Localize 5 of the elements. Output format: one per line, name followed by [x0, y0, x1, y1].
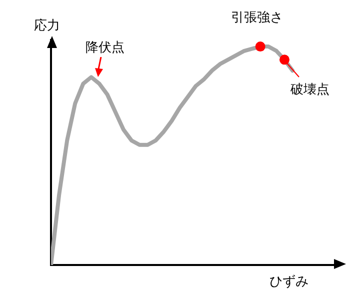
x-axis-title: ひずみ	[270, 274, 308, 290]
text: 引張強さ	[231, 10, 283, 26]
y-axis-title: 応力	[34, 17, 60, 34]
annotation: 破壊点	[290, 82, 330, 98]
annotation: 降伏点	[86, 40, 124, 56]
